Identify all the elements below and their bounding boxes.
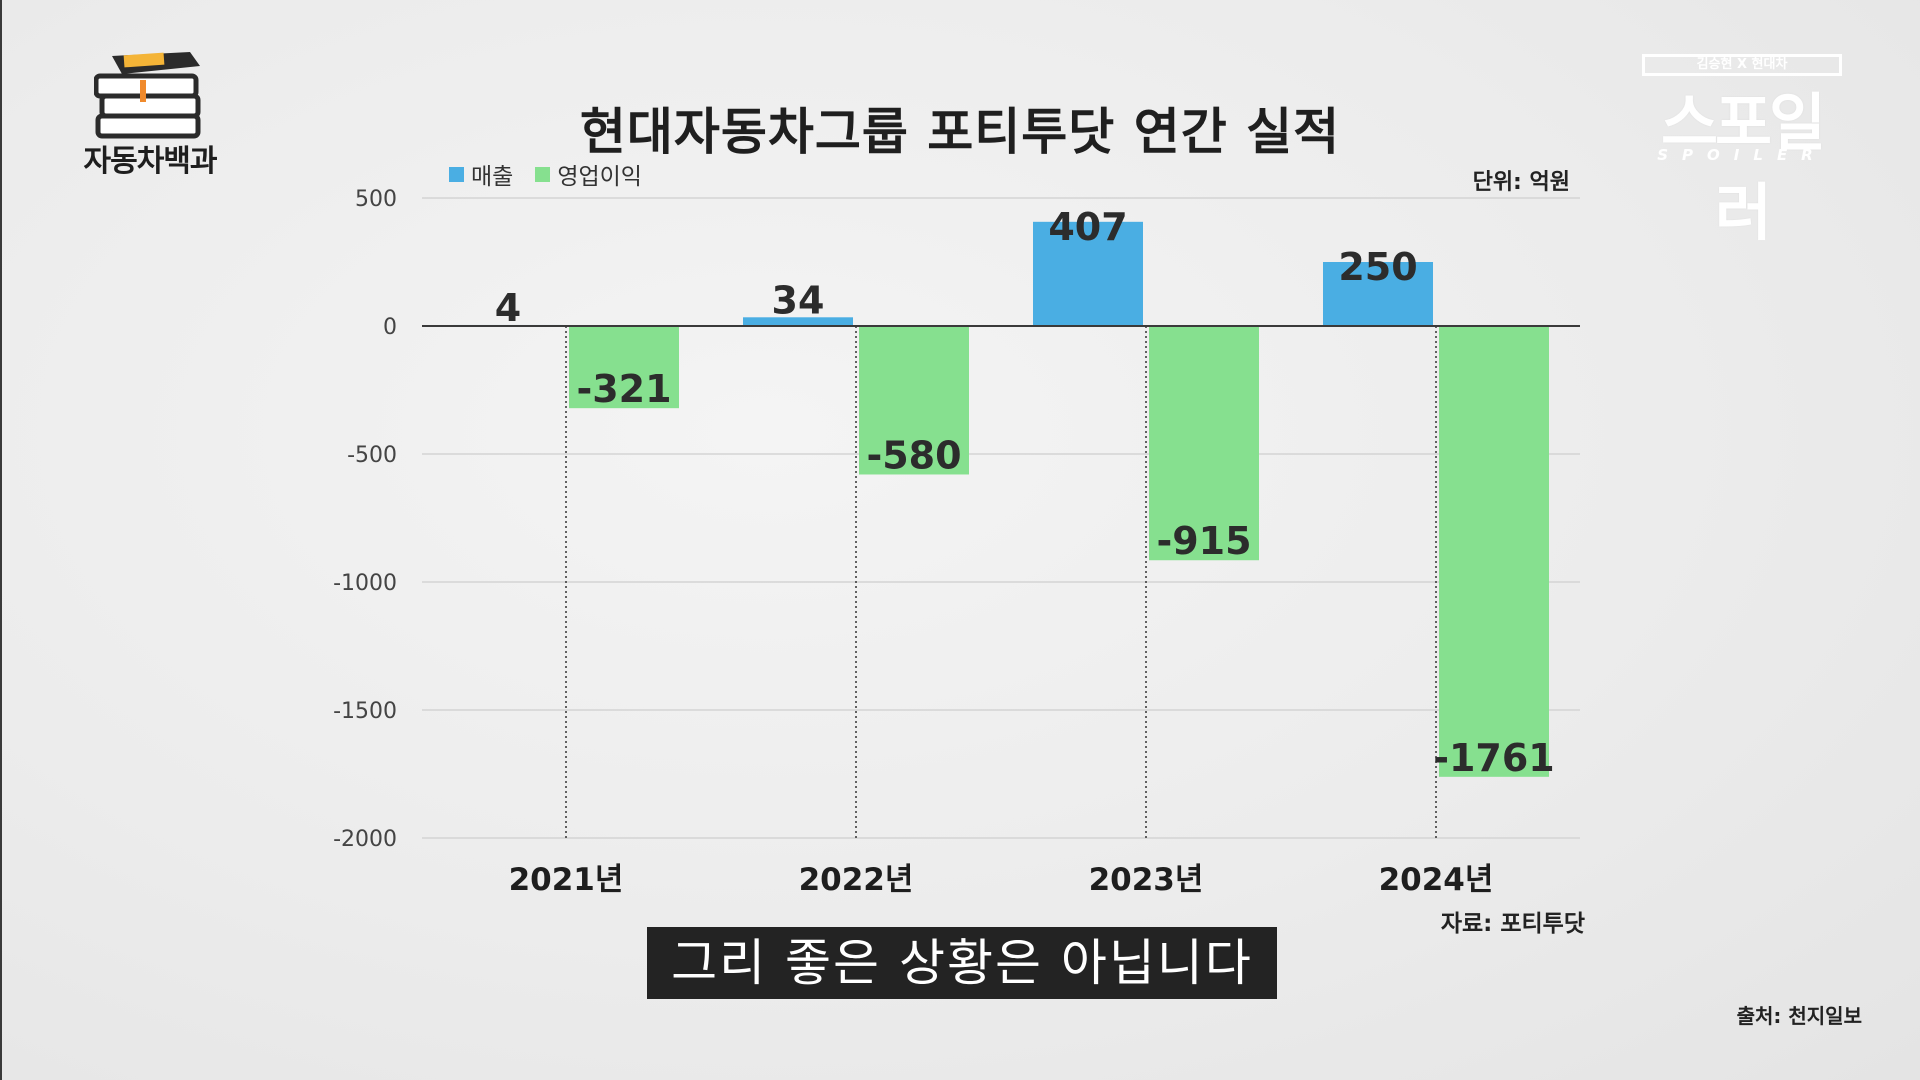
y-tick-label-1: 0 [383, 315, 397, 340]
y-tick-label-4: -1500 [333, 699, 397, 724]
bar-operating-profit-3 [1439, 326, 1549, 777]
data-label-operating-profit-0: -321 [576, 367, 671, 411]
data-label-sales-2: 407 [1048, 205, 1127, 249]
bar-operating-profit-0 [569, 326, 679, 409]
x-tick-label-2: 2023년 [1089, 862, 1204, 898]
books-icon [94, 52, 201, 139]
x-tick-label-0: 2021년 [509, 862, 624, 898]
spoiler-watermark: 김승현 X 현대차 스포일러 SPOILER [1636, 50, 1848, 249]
y-tick-label-3: -1000 [333, 571, 397, 596]
chart-legend: 매출 영업이익 [449, 157, 664, 191]
y-tick-label-5: -2000 [333, 827, 397, 852]
bar-sales-3 [1323, 262, 1433, 326]
source-label: 자료: 포티투닷 [1440, 911, 1585, 937]
data-label-operating-profit-1: -580 [866, 433, 961, 477]
unit-label: 단위: 억원 [1472, 170, 1570, 195]
x-tick-label-3: 2024년 [1379, 862, 1494, 898]
left-border [0, 0, 2, 1080]
legend-item-operating-profit: 영업이익 [535, 157, 642, 191]
legend-item-sales: 매출 [449, 157, 513, 191]
image-credit: 출처: 천지일보 [1736, 1004, 1862, 1028]
legend-swatch-sales [449, 166, 464, 182]
bar-sales-2 [1033, 221, 1143, 326]
channel-logo: 자동차백과 [70, 48, 230, 179]
bar-operating-profit-1 [859, 326, 969, 475]
x-tick-label-1: 2022년 [799, 862, 914, 898]
y-tick-label-2: -500 [347, 443, 397, 468]
data-label-sales-3: 250 [1338, 245, 1417, 289]
data-label-operating-profit-3: -1761 [1433, 736, 1555, 780]
y-tick-label-0: 500 [355, 187, 397, 212]
logo-text: 자동차백과 [83, 144, 218, 179]
bar-sales-1 [743, 317, 853, 326]
legend-label-operating-profit: 영업이익 [557, 164, 642, 190]
chart-title: 현대자동차그룹 포티투닷 연간 실적 [579, 103, 1341, 161]
legend-label-sales: 매출 [471, 164, 514, 190]
data-label-operating-profit-2: -915 [1156, 519, 1251, 563]
legend-swatch-operating-profit [535, 166, 551, 182]
data-label-sales-1: 34 [772, 278, 825, 322]
data-label-sales-0: 4 [495, 286, 521, 330]
spoiler-bar-text: 김승현 X 현대차 [1642, 54, 1842, 76]
spoiler-main-text: 스포일러 [1660, 86, 1826, 249]
bar-operating-profit-2 [1149, 326, 1259, 561]
video-subtitle: 그리 좋은 상황은 아닙니다 [647, 927, 1277, 999]
spoiler-sub-text: SPOILER [1657, 146, 1827, 164]
